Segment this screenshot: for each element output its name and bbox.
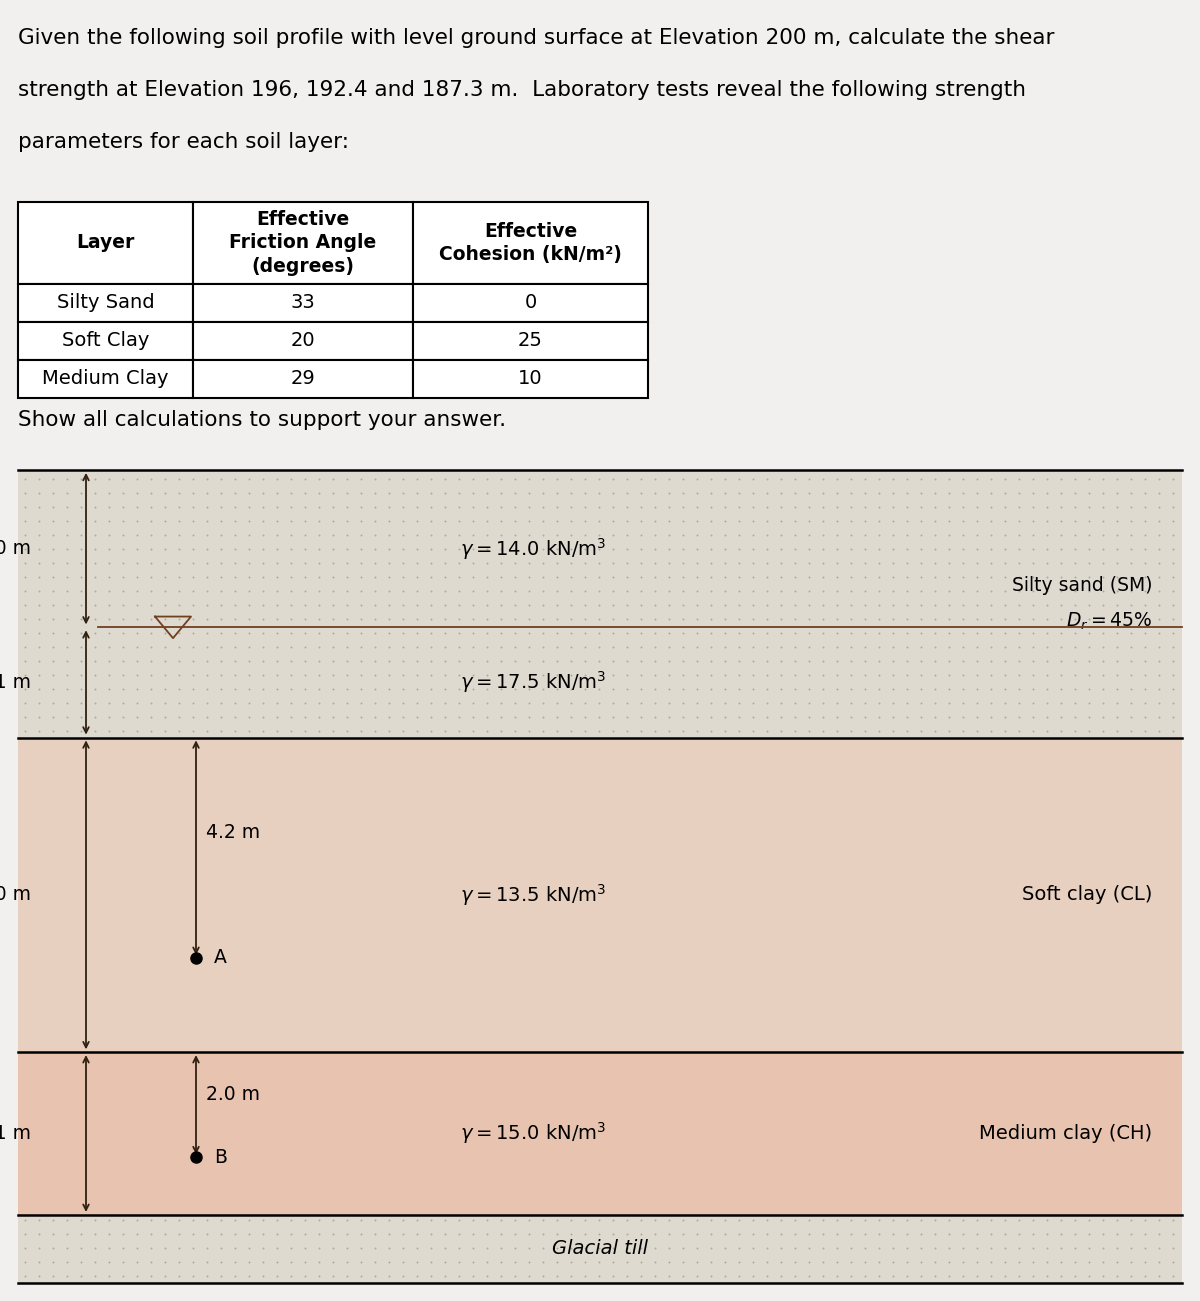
Text: $\gamma = 15.0\ \mathrm{kN/m^3}$: $\gamma = 15.0\ \mathrm{kN/m^3}$: [461, 1120, 607, 1146]
Bar: [18, 470, 1182, 738]
Text: 29: 29: [290, 369, 316, 389]
Text: A: A: [214, 948, 227, 968]
Text: $D_r = 45\%$: $D_r = 45\%$: [1066, 611, 1152, 632]
Text: 2.0 m: 2.0 m: [206, 1085, 260, 1105]
Text: strength at Elevation 196, 192.4 and 187.3 m.  Laboratory tests reveal the follo: strength at Elevation 196, 192.4 and 187…: [18, 79, 1026, 100]
Text: Silty sand (SM): Silty sand (SM): [1012, 576, 1152, 596]
Text: B: B: [214, 1147, 227, 1167]
Bar: [193, 284, 413, 323]
Text: Medium clay (CH): Medium clay (CH): [979, 1124, 1152, 1144]
Text: 20: 20: [290, 332, 316, 350]
Bar: [18, 323, 193, 360]
Text: $\gamma = 13.5\ \mathrm{kN/m^3}$: $\gamma = 13.5\ \mathrm{kN/m^3}$: [461, 882, 607, 908]
Bar: [193, 360, 413, 398]
Bar: [18, 738, 1182, 1053]
Bar: [413, 284, 648, 323]
Text: Show all calculations to support your answer.: Show all calculations to support your an…: [18, 410, 506, 431]
Text: 4.2 m: 4.2 m: [206, 824, 260, 842]
Text: 3.0 m: 3.0 m: [0, 539, 31, 558]
Bar: [413, 202, 648, 284]
Bar: [193, 323, 413, 360]
Text: 3.1 m: 3.1 m: [0, 1124, 31, 1144]
Text: Effective
Cohesion (kN/m²): Effective Cohesion (kN/m²): [439, 221, 622, 264]
Text: Given the following soil profile with level ground surface at Elevation 200 m, c: Given the following soil profile with le…: [18, 29, 1055, 48]
Text: Layer: Layer: [77, 233, 134, 252]
Text: Medium Clay: Medium Clay: [42, 369, 169, 389]
Text: 10: 10: [518, 369, 542, 389]
Text: parameters for each soil layer:: parameters for each soil layer:: [18, 131, 349, 152]
Bar: [413, 323, 648, 360]
Text: 6.0 m: 6.0 m: [0, 886, 31, 904]
Text: $\gamma = 14.0\ \mathrm{kN/m^3}$: $\gamma = 14.0\ \mathrm{kN/m^3}$: [461, 536, 607, 562]
Bar: [18, 1215, 1182, 1283]
Text: $\gamma = 17.5\ \mathrm{kN/m^3}$: $\gamma = 17.5\ \mathrm{kN/m^3}$: [461, 670, 607, 695]
Text: 0: 0: [524, 294, 536, 312]
Text: Soft Clay: Soft Clay: [62, 332, 149, 350]
Text: Soft clay (CL): Soft clay (CL): [1021, 886, 1152, 904]
Text: 2.1 m: 2.1 m: [0, 673, 31, 692]
Bar: [193, 202, 413, 284]
Text: Glacial till: Glacial till: [552, 1240, 648, 1258]
Bar: [18, 360, 193, 398]
Bar: [18, 284, 193, 323]
Text: Effective
Friction Angle
(degrees): Effective Friction Angle (degrees): [229, 209, 377, 276]
Bar: [18, 202, 193, 284]
Bar: [413, 360, 648, 398]
Text: 25: 25: [518, 332, 542, 350]
Text: Silty Sand: Silty Sand: [56, 294, 155, 312]
Bar: [18, 1053, 1182, 1215]
Text: 33: 33: [290, 294, 316, 312]
